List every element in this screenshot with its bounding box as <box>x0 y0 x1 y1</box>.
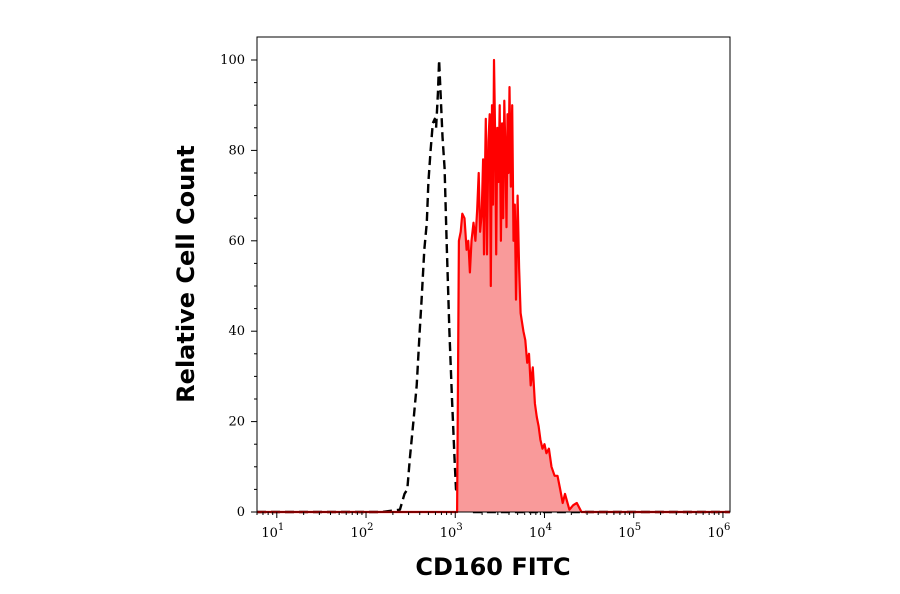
x-tick-label: 102 <box>351 522 374 541</box>
x-tick-label: 104 <box>529 522 552 541</box>
x-tick-label: 106 <box>707 522 730 541</box>
y-tick-label: 20 <box>228 415 245 430</box>
plot-frame <box>256 36 731 513</box>
series-1-area <box>257 60 730 512</box>
series-1-line <box>257 58 730 514</box>
y-tick-label: 80 <box>228 143 245 158</box>
y-axis-title: Relative Cell Count <box>172 145 200 403</box>
x-tick-label: 105 <box>618 522 641 541</box>
y-tick-label: 40 <box>228 324 245 339</box>
x-tick-label: 101 <box>261 522 284 541</box>
series-layer <box>257 58 730 514</box>
x-axis-title: CD160 FITC <box>415 553 570 581</box>
x-tick-label: 103 <box>440 522 463 541</box>
y-tick-label: 0 <box>237 505 245 520</box>
y-tick-label: 60 <box>228 234 245 249</box>
x-axis: 101 102 103 104 105 106 <box>256 512 730 541</box>
y-axis: 0 20 40 60 80 100 <box>220 53 257 520</box>
y-tick-label: 100 <box>220 53 245 68</box>
